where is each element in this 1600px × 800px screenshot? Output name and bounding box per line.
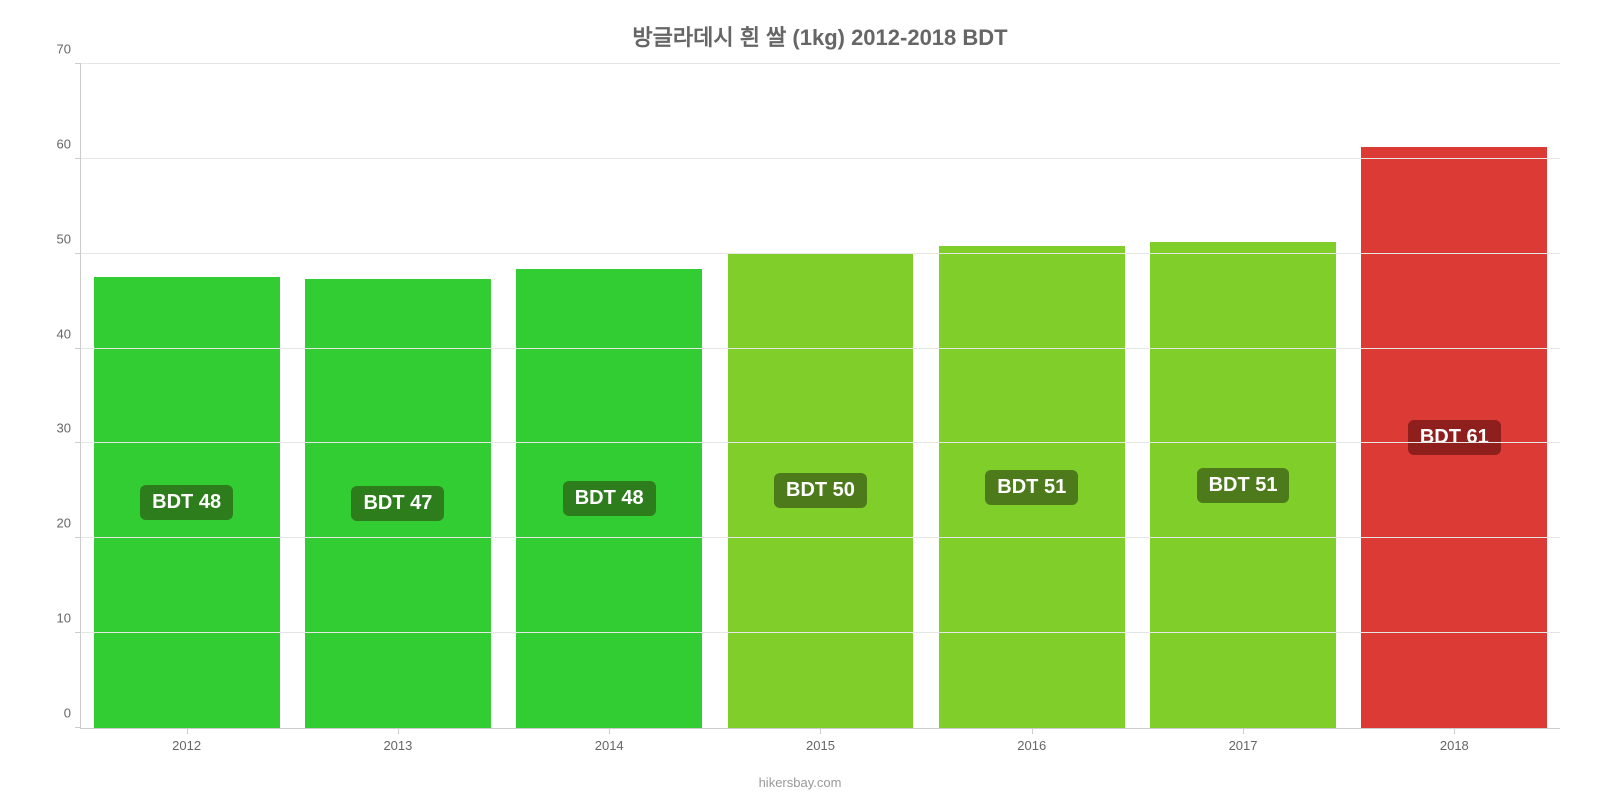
value-badge: BDT 51 (985, 470, 1078, 505)
ytick-mark (75, 158, 81, 159)
value-badge: BDT 47 (351, 486, 444, 521)
ytick-label: 50 (57, 231, 81, 246)
xtick-label: 2013 (292, 738, 503, 753)
bar-slot: BDT 61 (1349, 64, 1560, 728)
ytick-mark (75, 632, 81, 633)
value-badge: BDT 48 (563, 481, 656, 516)
ytick-label: 30 (57, 421, 81, 436)
xtick-label: 2015 (715, 738, 926, 753)
bar-slot: BDT 51 (926, 64, 1137, 728)
bar: BDT 48 (94, 277, 280, 728)
ytick-mark (75, 63, 81, 64)
gridline (81, 253, 1560, 254)
bar: BDT 50 (728, 254, 914, 728)
bar: BDT 61 (1361, 147, 1547, 728)
ytick-label: 10 (57, 611, 81, 626)
gridline (81, 158, 1560, 159)
ytick-label: 0 (64, 706, 81, 721)
gridline (81, 63, 1560, 64)
bar: BDT 48 (516, 269, 702, 728)
xtick-mark (820, 728, 821, 734)
xtick-label: 2016 (926, 738, 1137, 753)
ytick-mark (75, 537, 81, 538)
xtick-mark (1032, 728, 1033, 734)
xtick-label: 2018 (1349, 738, 1560, 753)
xtick-mark (609, 728, 610, 734)
xtick-label: 2012 (81, 738, 292, 753)
value-badge: BDT 48 (140, 485, 233, 520)
bar: BDT 51 (1150, 242, 1336, 728)
value-badge: BDT 51 (1197, 468, 1290, 503)
plot-frame: BDT 48 BDT 47 BDT 48 BDT 50 BDT 51 BDT 51 BDT … (80, 64, 1560, 729)
chart-title: 방글라데시 흰 쌀 (1kg) 2012-2018 BDT (80, 20, 1560, 52)
ytick-label: 60 (57, 136, 81, 151)
plot-area: BDT 48 BDT 47 BDT 48 BDT 50 BDT 51 BDT 51 BDT … (80, 64, 1560, 729)
xtick-label: 2014 (504, 738, 715, 753)
xtick-mark (1243, 728, 1244, 734)
attribution-text: hikersbay.com (0, 775, 1600, 790)
xtick-mark (187, 728, 188, 734)
ytick-mark (75, 442, 81, 443)
xtick-label: 2017 (1137, 738, 1348, 753)
ytick-mark (75, 348, 81, 349)
value-badge: BDT 50 (774, 473, 867, 508)
ytick-label: 20 (57, 516, 81, 531)
x-axis-labels: 2012201320142015201620172018 (81, 738, 1560, 753)
gridline (81, 442, 1560, 443)
value-badge: BDT 61 (1408, 420, 1501, 455)
gridline (81, 632, 1560, 633)
bars-layer: BDT 48 BDT 47 BDT 48 BDT 50 BDT 51 BDT 51 BDT … (81, 64, 1560, 728)
ytick-mark (75, 253, 81, 254)
gridline (81, 537, 1560, 538)
bar: BDT 51 (939, 246, 1125, 728)
ytick-label: 70 (57, 42, 81, 57)
bar-slot: BDT 48 (81, 64, 292, 728)
bar-slot: BDT 51 (1137, 64, 1348, 728)
xtick-mark (1454, 728, 1455, 734)
bar-slot: BDT 47 (292, 64, 503, 728)
ytick-mark (75, 727, 81, 728)
gridline (81, 348, 1560, 349)
bar-slot: BDT 50 (715, 64, 926, 728)
ytick-label: 40 (57, 326, 81, 341)
xtick-mark (398, 728, 399, 734)
chart-container: 방글라데시 흰 쌀 (1kg) 2012-2018 BDT BDT 48BDT … (0, 0, 1600, 800)
bar-slot: BDT 48 (504, 64, 715, 728)
